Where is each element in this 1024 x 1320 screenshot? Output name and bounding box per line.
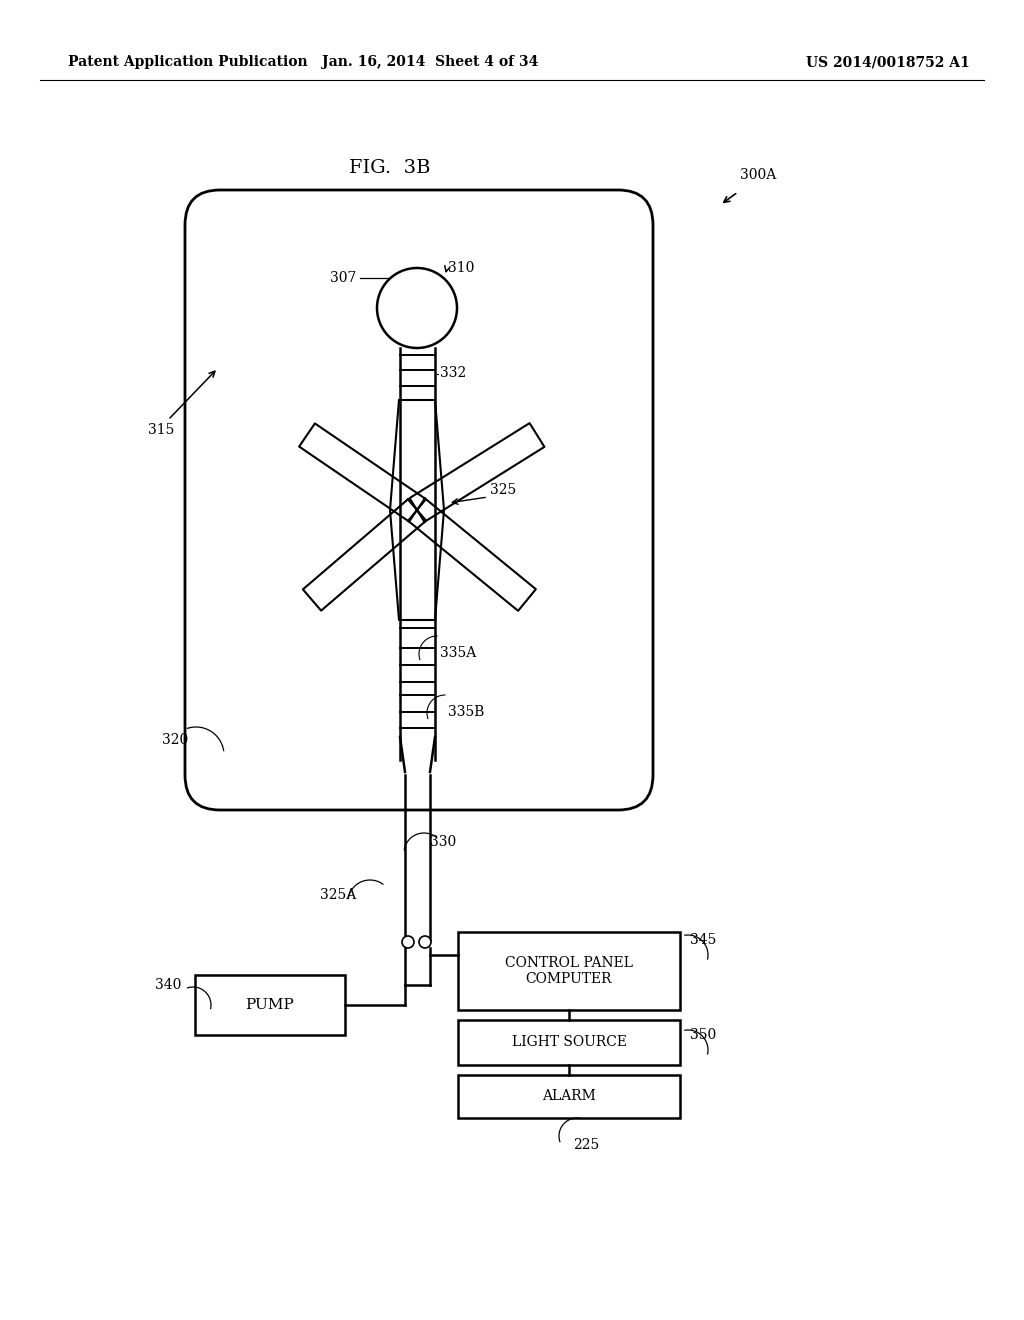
Text: 350: 350 [690, 1028, 716, 1041]
Text: PUMP: PUMP [246, 998, 294, 1012]
Text: Jan. 16, 2014  Sheet 4 of 34: Jan. 16, 2014 Sheet 4 of 34 [322, 55, 539, 69]
Text: 332: 332 [440, 366, 466, 380]
Text: ALARM: ALARM [542, 1089, 596, 1104]
Text: 330: 330 [430, 836, 457, 849]
Text: 300A: 300A [740, 168, 776, 182]
Text: Patent Application Publication: Patent Application Publication [68, 55, 307, 69]
Text: 307: 307 [330, 271, 356, 285]
Circle shape [419, 936, 431, 948]
Text: 225: 225 [573, 1138, 599, 1152]
Text: 335B: 335B [449, 705, 484, 719]
Text: 310: 310 [449, 261, 474, 275]
Circle shape [402, 936, 414, 948]
Text: 315: 315 [148, 422, 174, 437]
Text: 335A: 335A [440, 645, 476, 660]
Text: 345: 345 [690, 933, 717, 946]
Text: LIGHT SOURCE: LIGHT SOURCE [512, 1035, 627, 1049]
Text: US 2014/0018752 A1: US 2014/0018752 A1 [806, 55, 970, 69]
Text: 325: 325 [490, 483, 516, 498]
Text: 340: 340 [155, 978, 181, 993]
Text: COMPUTER: COMPUTER [525, 972, 612, 986]
Bar [458, 1074, 680, 1118]
Text: CONTROL PANEL: CONTROL PANEL [505, 956, 633, 970]
Bar [458, 1020, 680, 1065]
Circle shape [377, 268, 457, 348]
Bar [195, 975, 345, 1035]
Text: 320: 320 [162, 733, 188, 747]
Bar [458, 932, 680, 1010]
Text: FIG.  3B: FIG. 3B [349, 158, 431, 177]
Text: 325A: 325A [319, 888, 356, 902]
